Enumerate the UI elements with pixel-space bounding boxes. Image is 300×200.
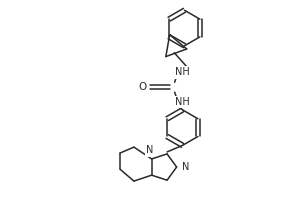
Text: NH: NH <box>175 97 190 107</box>
Text: NH: NH <box>175 67 190 77</box>
Text: N: N <box>146 145 153 155</box>
Text: O: O <box>138 82 146 92</box>
Text: N: N <box>182 162 189 172</box>
